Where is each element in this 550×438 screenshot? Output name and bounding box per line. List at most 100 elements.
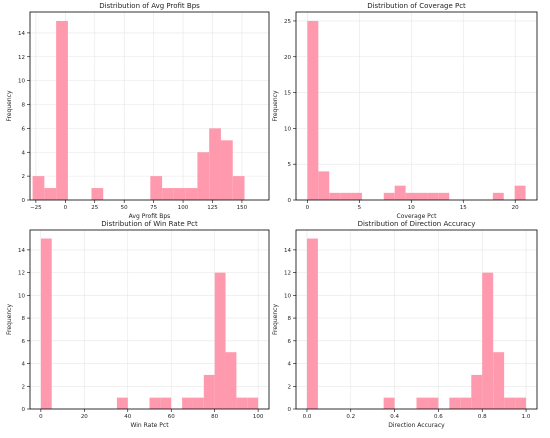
y-tick-label: 8 (22, 316, 26, 322)
y-tick-label: 14 (18, 31, 25, 37)
y-tick-label: 6 (22, 126, 26, 132)
histogram-bar (247, 397, 259, 409)
histogram-bar (116, 397, 128, 409)
histogram-bar (232, 176, 245, 200)
x-tick-label: 20 (512, 205, 519, 211)
y-tick-label: 12 (18, 271, 25, 277)
histogram-bar (209, 128, 221, 200)
chart-title: Distribution of Win Rate Pct (101, 220, 198, 228)
histogram-bar (318, 171, 330, 200)
histogram-bar (56, 20, 68, 201)
histogram-bar (416, 192, 428, 200)
histogram-bar (192, 397, 204, 409)
x-tick-label: 20 (81, 414, 88, 420)
histogram-bar (492, 192, 504, 200)
y-tick-label: 5 (288, 162, 292, 168)
histogram-bar (427, 192, 439, 200)
y-tick-label: 12 (18, 55, 25, 61)
y-tick-label: 25 (284, 19, 291, 25)
y-axis-label: Frequency (272, 304, 279, 335)
histogram-bar (482, 272, 494, 409)
axes-frame (295, 11, 538, 201)
histogram-bar (427, 397, 439, 409)
histogram-bar (149, 397, 161, 409)
x-tick-label: 15 (460, 205, 467, 211)
x-tick-label: −25 (30, 205, 42, 211)
histogram-bar (160, 397, 172, 409)
histogram-bar (493, 352, 505, 409)
x-tick-label: 10 (408, 205, 415, 211)
x-tick-label: 100 (178, 205, 189, 211)
chart-title: Distribution of Coverage Pct (367, 2, 466, 10)
y-tick-label: 2 (288, 384, 292, 390)
x-tick-label: 0 (64, 205, 68, 211)
histogram-bar (307, 20, 319, 201)
histogram-bar (438, 192, 450, 200)
y-tick-label: 14 (284, 248, 291, 254)
x-axis-label: Win Rate Pct (130, 422, 169, 429)
x-tick-label: 5 (358, 205, 362, 211)
x-tick-label: 125 (207, 205, 218, 211)
y-tick-label: 0 (288, 198, 292, 204)
axes-frame (29, 11, 270, 201)
histogram-bar (162, 188, 174, 200)
x-axis-label: Direction Accuracy (388, 422, 445, 429)
histogram-bar (515, 397, 527, 409)
y-tick-label: 10 (284, 293, 291, 299)
axes-frame (29, 229, 270, 410)
y-axis-label: Frequency (6, 90, 13, 121)
x-tick-label: 40 (124, 414, 131, 420)
x-tick-label: 0 (306, 205, 310, 211)
y-tick-label: 14 (18, 248, 25, 254)
y-tick-label: 4 (22, 150, 26, 156)
y-tick-label: 10 (18, 79, 25, 85)
histogram-bar (150, 176, 163, 200)
chart-panel-2: 0 5 10 15 20 0 5 10 15 20 25 Distribution of Covera… (272, 2, 538, 220)
histogram-bar (416, 397, 428, 409)
y-tick-label: 10 (18, 293, 25, 299)
x-tick-label: 50 (121, 205, 128, 211)
x-axis-label: Avg Profit Bps (129, 213, 171, 220)
histogram-bar (91, 188, 104, 200)
histogram-bar (40, 238, 52, 409)
histogram-bar (504, 397, 516, 409)
x-tick-label: 100 (253, 414, 264, 420)
y-tick-label: 10 (284, 126, 291, 132)
y-tick-label: 2 (22, 174, 26, 180)
histogram-bar (340, 192, 352, 200)
histogram-bar (220, 140, 233, 200)
histogram-bar (383, 397, 395, 409)
y-tick-label: 20 (284, 55, 291, 61)
histogram-bar (173, 188, 186, 200)
y-tick-label: 15 (284, 91, 291, 97)
y-axis-label: Frequency (272, 90, 279, 121)
y-tick-label: 8 (22, 103, 26, 109)
x-tick-label: 75 (150, 205, 157, 211)
y-tick-label: 0 (22, 198, 26, 204)
x-tick-label: 150 (237, 205, 248, 211)
chart-title: Distribution of Direction Accuracy (358, 220, 476, 228)
histogram-bar (471, 374, 483, 409)
histogram-bar (405, 192, 417, 200)
histogram-bar (32, 176, 45, 200)
histogram-bar (44, 188, 57, 200)
chart-panel-1: −25 0 25 50 75 100 125 150 0 2 4 6 8 10 12 14 Distributi… (6, 2, 270, 220)
y-tick-label: 6 (22, 339, 26, 345)
x-tick-label: 80 (211, 414, 218, 420)
histogram-bar (197, 152, 210, 200)
histogram-bar (182, 397, 193, 409)
histogram-bar (236, 397, 248, 409)
y-axis-label: Frequency (6, 304, 13, 335)
x-tick-label: 0.8 (478, 414, 487, 420)
histogram-bar (225, 352, 237, 409)
histogram-bar (449, 397, 461, 409)
histogram-bar (514, 185, 526, 200)
chart-panel-4: 0.0 0.2 0.4 0.6 0.8 1.0 0 2 4 6 8 10 12 14 Distributio… (272, 220, 538, 429)
x-tick-label: 0.0 (303, 414, 312, 420)
axes-frame (295, 229, 538, 410)
x-tick-label: 25 (91, 205, 98, 211)
y-tick-label: 0 (288, 407, 292, 413)
histogram-bar (351, 192, 362, 200)
histogram-bar (329, 192, 341, 200)
